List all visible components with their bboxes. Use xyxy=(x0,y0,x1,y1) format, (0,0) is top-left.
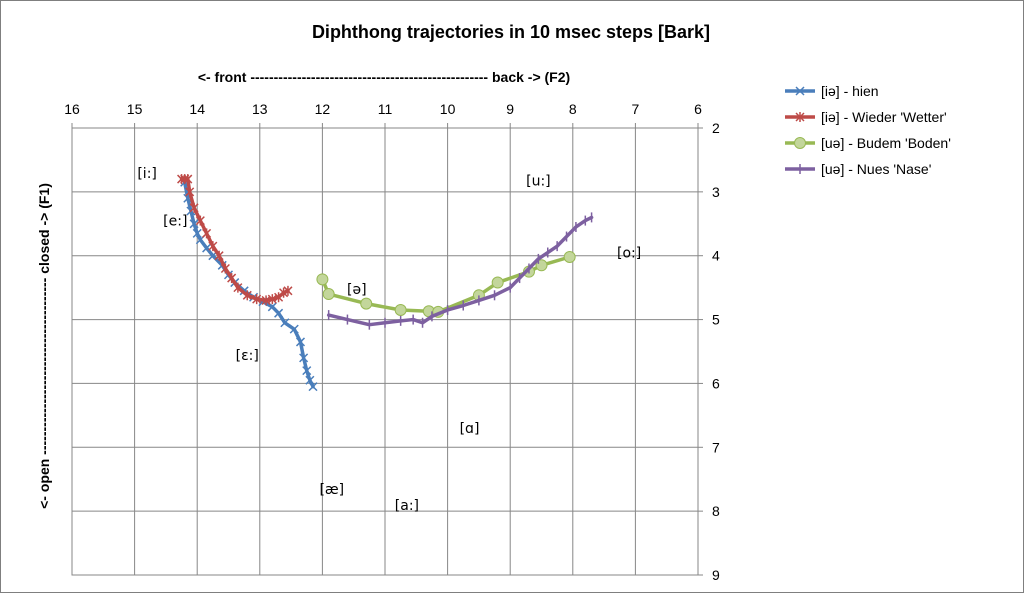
legend-label: [uə] - Budem 'Boden' xyxy=(821,135,951,151)
data-point xyxy=(795,112,805,122)
data-point xyxy=(185,186,195,197)
data-point xyxy=(283,285,293,296)
vowel-label: [ə] xyxy=(347,282,367,298)
vowel-label: [ɑ] xyxy=(460,421,480,437)
vowel-label: [a:] xyxy=(395,498,419,514)
data-point xyxy=(202,228,212,239)
data-point xyxy=(252,294,262,305)
x-tick-label: 14 xyxy=(189,101,205,117)
legend-entry: [iə] - hien xyxy=(785,83,879,99)
data-point xyxy=(242,290,252,301)
x-tick-labels: 16 15 14 13 12 11 10 9 8 7 6 xyxy=(64,101,702,128)
vowel-label: [o:] xyxy=(617,246,641,262)
x-tick-label: 13 xyxy=(252,101,268,117)
data-point xyxy=(360,297,373,310)
series-4 xyxy=(326,212,594,330)
y-tick-label: 9 xyxy=(712,567,720,583)
y-tick-label: 6 xyxy=(712,375,720,391)
data-point xyxy=(233,282,243,293)
data-point xyxy=(295,337,306,347)
y-tick-labels: 2 3 4 5 6 7 8 9 xyxy=(698,120,720,583)
data-point xyxy=(189,219,199,229)
x-tick-label: 15 xyxy=(127,101,143,117)
data-point xyxy=(195,215,205,226)
data-point xyxy=(305,375,315,385)
data-point xyxy=(192,228,202,238)
y-tick-label: 3 xyxy=(712,184,720,200)
series-line xyxy=(326,215,594,327)
data-point xyxy=(202,243,212,253)
data-point xyxy=(227,273,237,284)
x-tick-label: 6 xyxy=(694,101,702,117)
y-tick-label: 5 xyxy=(712,312,720,328)
data-point xyxy=(491,276,504,289)
vowel-label: [ɛ:] xyxy=(236,348,259,364)
x-tick-label: 10 xyxy=(440,101,456,117)
data-point xyxy=(563,250,576,263)
data-point xyxy=(394,303,407,316)
y-tick-label: 2 xyxy=(712,120,720,136)
legend-entry: [uə] - Nues 'Nase' xyxy=(785,161,931,177)
vowel-label: [u:] xyxy=(526,173,551,189)
series-layer xyxy=(177,174,594,392)
data-point xyxy=(302,366,312,376)
data-point xyxy=(794,137,806,149)
y-axis-title: <- open --------------------------------… xyxy=(36,183,52,509)
data-point xyxy=(308,382,318,392)
data-point xyxy=(214,250,224,261)
vowel-label: [i:] xyxy=(137,166,157,182)
series-2 xyxy=(177,174,293,306)
legend-label: [iə] - Wieder 'Wetter' xyxy=(821,109,947,125)
x-tick-label: 12 xyxy=(315,101,331,117)
legend-label: [iə] - hien xyxy=(821,83,879,99)
vowel-label: [e:] xyxy=(163,214,187,230)
data-point xyxy=(322,288,335,301)
x-tick-label: 9 xyxy=(506,101,514,117)
data-point xyxy=(795,86,805,96)
data-point xyxy=(299,353,309,363)
x-tick-label: 16 xyxy=(64,101,80,117)
legend-label: [uə] - Nues 'Nase' xyxy=(821,161,931,177)
data-point xyxy=(183,174,193,185)
y-tick-label: 7 xyxy=(712,439,720,455)
data-point xyxy=(274,308,284,318)
data-point xyxy=(267,294,277,305)
vowel-annotations: [i:] [e:] [ɛ:] [ə] [u:] [o:] [ɑ] [æ] [a:] xyxy=(137,166,641,514)
x-tick-label: 11 xyxy=(378,101,393,117)
data-point xyxy=(289,324,299,334)
data-point xyxy=(280,318,290,328)
x-tick-label: 7 xyxy=(632,101,640,117)
x-axis-title: <- front -------------------------------… xyxy=(198,69,570,85)
plot-grid xyxy=(71,127,699,576)
y-tick-label: 4 xyxy=(712,248,720,264)
data-point xyxy=(220,263,230,274)
data-point xyxy=(316,273,329,286)
legend-entry: [uə] - Budem 'Boden' xyxy=(785,135,951,151)
data-point xyxy=(189,202,199,213)
vowel-label: [æ] xyxy=(319,482,344,498)
legend-entry: [iə] - Wieder 'Wetter' xyxy=(785,109,947,125)
chart-title: Diphthong trajectories in 10 msec steps … xyxy=(312,22,710,42)
data-point xyxy=(208,241,218,252)
x-tick-label: 8 xyxy=(569,101,577,117)
legend: [iə] - hien [iə] - Wieder 'Wetter' [uə] - … xyxy=(785,83,951,177)
y-tick-label: 8 xyxy=(712,503,720,519)
